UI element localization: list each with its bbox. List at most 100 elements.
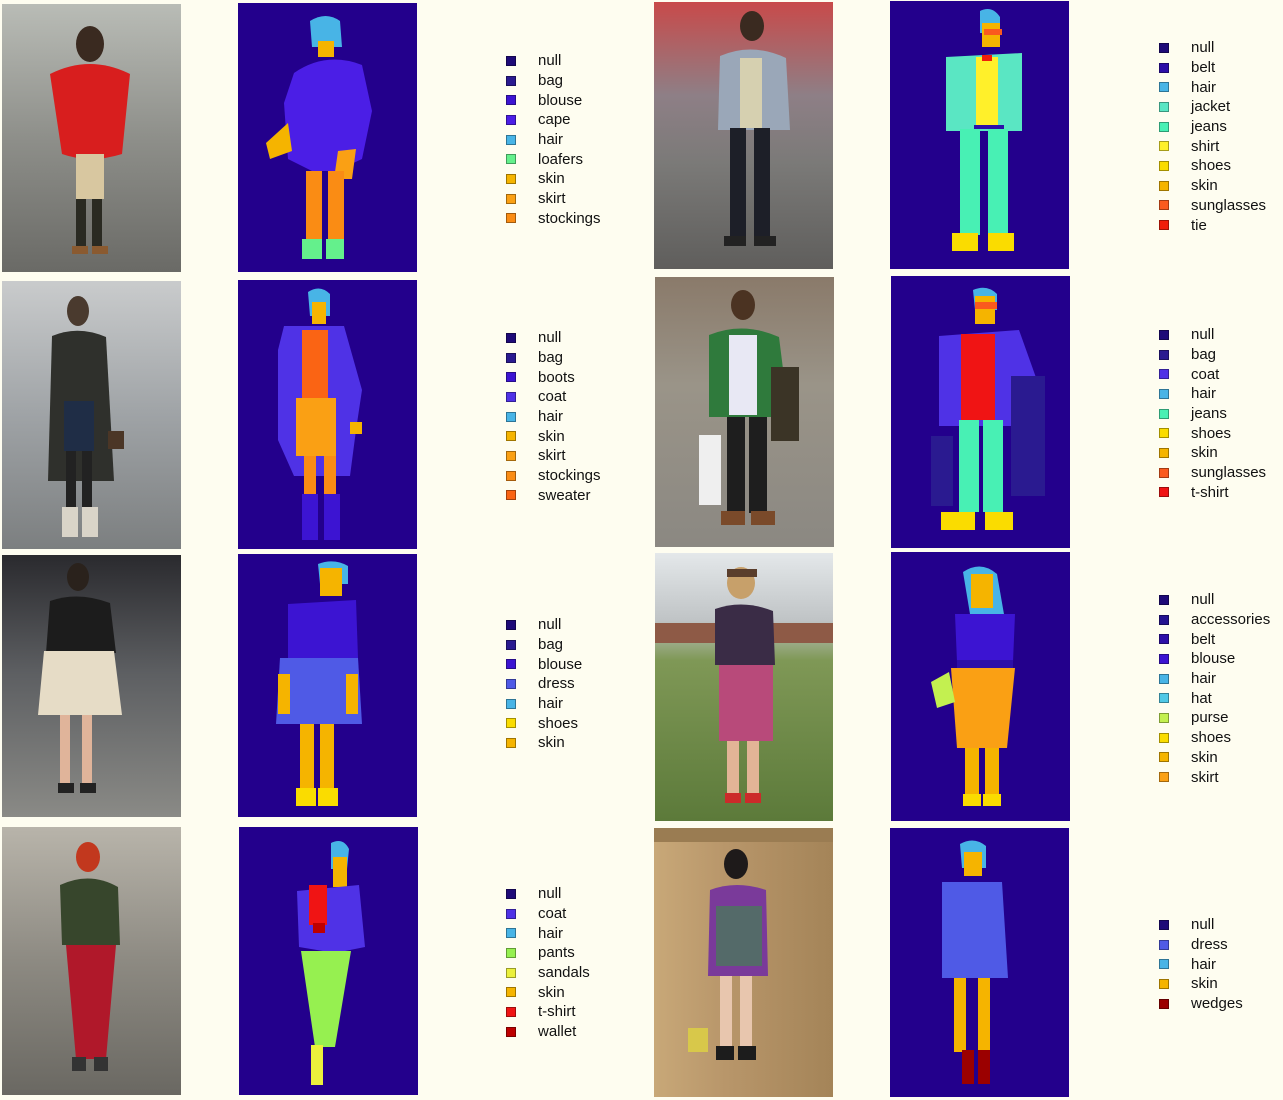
legend-item: blouse	[506, 654, 582, 674]
label-legend-5: null belt hair jacket jeans shirt shoes …	[1159, 38, 1266, 235]
color-swatch	[506, 928, 516, 939]
legend-label: hair	[538, 924, 564, 942]
legend-label: wallet	[538, 1023, 577, 1041]
legend-item: skin	[506, 169, 601, 189]
legend-item: jacket	[1159, 97, 1266, 117]
legend-item: dress	[1159, 935, 1243, 955]
legend-item: skin	[506, 733, 582, 753]
legend-label: null	[538, 885, 562, 903]
color-swatch	[1159, 62, 1169, 73]
legend-label: null	[538, 52, 562, 70]
legend-item: belt	[1159, 629, 1270, 649]
color-swatch	[506, 411, 516, 422]
legend-item: null	[1159, 915, 1243, 935]
legend-item: belt	[1159, 58, 1266, 78]
legend-label: t-shirt	[538, 1003, 576, 1021]
person-silhouette	[718, 11, 790, 246]
legend-label: belt	[1191, 59, 1216, 77]
color-swatch	[506, 639, 516, 650]
legend-item: skirt	[1159, 767, 1270, 787]
legend-item: skin	[1159, 748, 1270, 768]
legend-item: bag	[506, 71, 601, 91]
legend-item: null	[506, 615, 582, 635]
label-legend-8: null dress hair skin wedges	[1159, 915, 1243, 1013]
color-swatch	[1159, 959, 1169, 970]
segmentation-mask-4	[239, 827, 418, 1095]
label-legend-1: null bag blouse cape hair loafers skin s…	[506, 51, 601, 228]
legend-label: coat	[538, 905, 567, 923]
color-swatch	[1159, 329, 1169, 340]
legend-label: coat	[538, 388, 567, 406]
legend-label: hair	[538, 408, 564, 426]
legend-label: sandals	[538, 964, 590, 982]
color-swatch	[1159, 939, 1169, 950]
legend-item: hair	[1159, 954, 1243, 974]
legend-item: skin	[1159, 176, 1266, 196]
legend-item: boots	[506, 367, 601, 387]
color-swatch	[1159, 101, 1169, 112]
legend-label: sunglasses	[1191, 196, 1267, 214]
legend-item: jeans	[1159, 404, 1266, 424]
label-legend-2: null bag boots coat hair skin skirt stoc…	[506, 328, 601, 505]
legend-item: coat	[506, 387, 601, 407]
legend-item: wallet	[506, 1022, 590, 1042]
legend-item: hair	[1159, 384, 1266, 404]
legend-item: loafers	[506, 149, 601, 169]
legend-item: hair	[506, 923, 590, 943]
legend-label: bag	[1191, 346, 1217, 364]
color-swatch	[1159, 388, 1169, 399]
color-swatch	[506, 114, 516, 125]
legend-item: skirt	[506, 189, 601, 209]
person-silhouette	[699, 290, 799, 525]
color-swatch	[506, 737, 516, 748]
color-swatch	[1159, 220, 1169, 231]
legend-label: shoes	[1191, 729, 1232, 747]
color-swatch	[1159, 160, 1169, 171]
color-swatch	[1159, 693, 1169, 704]
color-swatch	[506, 134, 516, 145]
legend-item: sunglasses	[1159, 196, 1266, 216]
color-swatch	[1159, 634, 1169, 645]
legend-label: dress	[538, 675, 575, 693]
color-swatch	[1159, 180, 1169, 191]
legend-item: hair	[1159, 77, 1266, 97]
street-photo-6	[655, 277, 834, 547]
legend-label: accessories	[1191, 611, 1271, 629]
color-swatch	[506, 718, 516, 729]
legend-label: null	[538, 616, 562, 634]
legend-item: sweater	[506, 486, 601, 506]
mask-shapes	[931, 566, 1015, 806]
legend-item: jeans	[1159, 117, 1266, 137]
legend-label: null	[1191, 39, 1215, 57]
legend-label: pants	[538, 944, 575, 962]
legend-item: sandals	[506, 963, 590, 983]
legend-label: shoes	[1191, 424, 1232, 442]
color-swatch	[1159, 82, 1169, 93]
color-swatch	[506, 213, 516, 224]
legend-label: sunglasses	[1191, 464, 1267, 482]
legend-label: belt	[1191, 630, 1216, 648]
color-swatch	[506, 967, 516, 978]
legend-item: shoes	[1159, 728, 1270, 748]
legend-label: stockings	[538, 467, 601, 485]
legend-label: null	[1191, 591, 1215, 609]
color-swatch	[1159, 614, 1169, 625]
legend-label: null	[1191, 916, 1215, 934]
legend-item: coat	[506, 904, 590, 924]
color-swatch	[506, 698, 516, 709]
legend-item: skirt	[506, 446, 601, 466]
color-swatch	[1159, 673, 1169, 684]
label-legend-4: null coat hair pants sandals skin t-shir…	[506, 884, 590, 1042]
legend-item: dress	[506, 674, 582, 694]
legend-label: coat	[1191, 365, 1220, 383]
mask-shapes	[278, 288, 362, 540]
legend-item: skin	[1159, 443, 1266, 463]
mask-shapes	[297, 841, 365, 1085]
color-swatch	[1159, 998, 1169, 1009]
color-swatch	[506, 55, 516, 66]
legend-item: bag	[1159, 345, 1266, 365]
mask-shapes	[931, 287, 1045, 530]
legend-label: jeans	[1191, 118, 1227, 136]
legend-label: skin	[538, 427, 565, 445]
legend-label: bag	[538, 72, 564, 90]
